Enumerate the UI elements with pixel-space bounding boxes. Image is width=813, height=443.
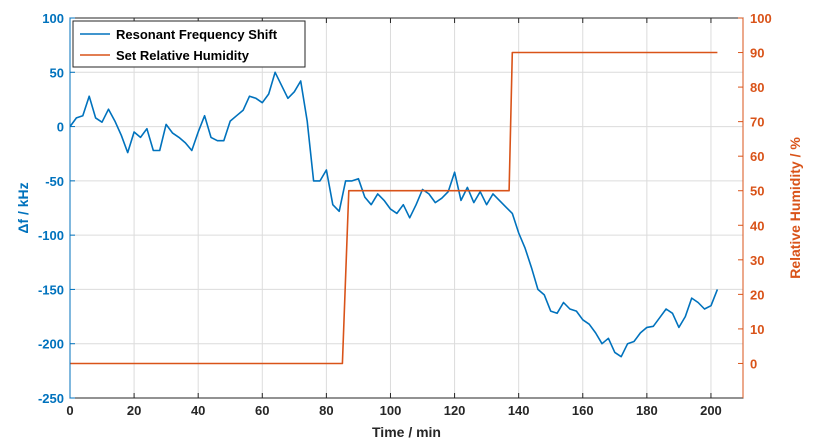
y-right-tick-label: 70 <box>750 115 764 130</box>
x-tick-label: 40 <box>191 403 205 418</box>
y-right-tick-label: 60 <box>750 149 764 164</box>
y-right-tick-label: 100 <box>750 11 772 26</box>
y-right-tick-label: 90 <box>750 46 764 61</box>
legend: Resonant Frequency Shift Set Relative Hu… <box>72 20 306 68</box>
y-left-tick-label: 100 <box>42 11 64 26</box>
series-line-frequency-shift <box>70 71 719 358</box>
y-left-tick-label: -200 <box>38 337 64 352</box>
x-tick-label: 100 <box>380 403 402 418</box>
x-tick-label: 180 <box>636 403 658 418</box>
x-tick-label: 20 <box>127 403 141 418</box>
x-tick-label: 120 <box>444 403 466 418</box>
grid-lines <box>69 17 743 399</box>
y-left-tick-label: 50 <box>50 65 64 80</box>
x-tick-label: 200 <box>700 403 722 418</box>
legend-label-frequency: Resonant Frequency Shift <box>116 27 278 42</box>
x-tick-label: 80 <box>319 403 333 418</box>
x-tick-label: 0 <box>66 403 73 418</box>
x-axis: 0 20 40 60 80 100 120 140 160 180 200 <box>66 18 722 418</box>
y-right-tick-label: 30 <box>750 253 764 268</box>
y-right-tick-label: 10 <box>750 322 764 337</box>
series-line-relative-humidity <box>70 51 718 365</box>
series-layer <box>70 51 719 365</box>
y-right-tick-label: 50 <box>750 184 764 199</box>
x-tick-label: 140 <box>508 403 530 418</box>
y-left-tick-label: -150 <box>38 282 64 297</box>
y-axis-left-title: Δf / kHz <box>15 182 31 233</box>
y-right-tick-label: 80 <box>750 80 764 95</box>
y-left-tick-label: -50 <box>45 174 64 189</box>
y-left-tick-label: -100 <box>38 228 64 243</box>
y-axis-left: 100 50 0 -50 -100 -150 -200 -250 <box>38 11 75 406</box>
y-axis-right-title: Relative Humidity / % <box>787 137 803 279</box>
y-right-tick-label: 0 <box>750 356 757 371</box>
y-left-tick-label: 0 <box>57 120 64 135</box>
x-tick-label: 160 <box>572 403 594 418</box>
y-right-tick-label: 40 <box>750 218 764 233</box>
plot-frame <box>69 17 744 399</box>
x-tick-label: 60 <box>255 403 269 418</box>
x-axis-title: Time / min <box>372 424 441 440</box>
y-right-tick-label: 20 <box>750 287 764 302</box>
y-left-tick-label: -250 <box>38 391 64 406</box>
legend-label-humidity: Set Relative Humidity <box>116 48 250 63</box>
legend-box <box>72 20 306 68</box>
